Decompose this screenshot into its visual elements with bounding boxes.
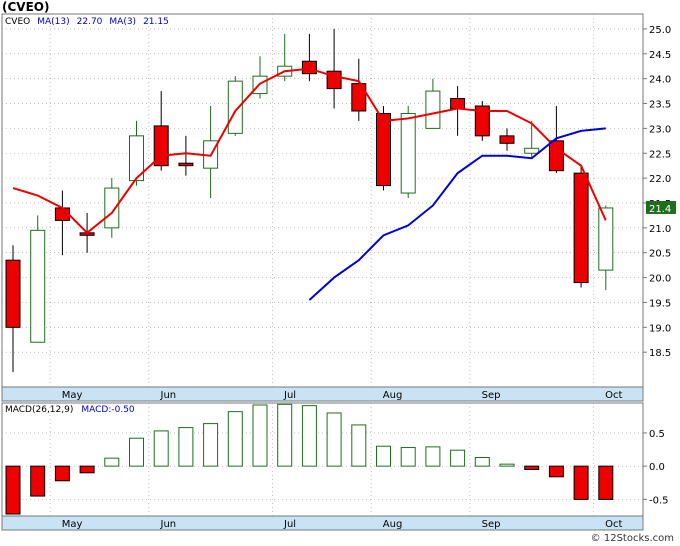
candle-down <box>499 135 515 144</box>
macd-bar-negative <box>79 465 95 474</box>
candle-down <box>5 259 21 328</box>
macd-bar-positive <box>326 412 342 467</box>
candle-down <box>573 172 589 284</box>
price-legend-label: MA(3) <box>109 17 136 27</box>
price-tick-label: 25.0 <box>649 25 671 36</box>
candle-down <box>301 60 317 75</box>
macd-month-label: Jun <box>160 519 177 530</box>
macd-month-label: Oct <box>605 519 622 530</box>
macd-bar-negative <box>598 465 614 500</box>
price-tick-label: 24.5 <box>649 50 671 61</box>
macd-bar-negative <box>548 465 564 478</box>
price-legend-label: 21.15 <box>143 17 169 27</box>
price-legend-label: MA(13) <box>37 17 69 27</box>
macd-bar-positive <box>153 430 169 467</box>
macd-bar-negative <box>5 465 21 515</box>
macd-bar-positive <box>400 447 416 467</box>
macd-bar-positive <box>252 404 268 467</box>
macd-tick-label: 0.5 <box>649 429 665 440</box>
candle-down <box>178 162 194 167</box>
candle-up <box>425 90 441 129</box>
ma13-line <box>308 127 606 301</box>
candle-down <box>351 83 367 112</box>
last-price-box <box>646 200 676 214</box>
candle-down <box>474 105 490 137</box>
macd-bar-positive <box>203 423 219 467</box>
macd-bar-positive <box>277 403 293 467</box>
macd-bar-positive <box>227 411 243 467</box>
macd-bar-positive <box>450 449 466 467</box>
price-tick-label: 18.5 <box>649 348 671 359</box>
candle-up <box>104 187 120 229</box>
price-tick-label: 22.5 <box>649 149 671 160</box>
candle-down <box>450 98 466 109</box>
macd-month-label: May <box>62 519 83 530</box>
macd-month-label: Sep <box>482 519 501 530</box>
macd-month-axis <box>1 515 644 531</box>
macd-month-label: Jul <box>283 519 296 530</box>
macd-legend-label: MACD:-0.50 <box>81 405 135 415</box>
price-tick-label: 20.5 <box>649 249 671 260</box>
macd-bar-negative <box>573 465 589 500</box>
macd-bar-negative <box>524 465 540 470</box>
candle-up <box>400 112 416 194</box>
candle-down <box>376 112 391 187</box>
candle-down <box>548 140 564 172</box>
price-month-label: Jun <box>160 390 177 401</box>
price-tick-label: 21.0 <box>649 224 671 235</box>
price-month-label: Aug <box>383 390 403 401</box>
price-tick-label: 19.0 <box>649 323 671 334</box>
price-panel <box>1 13 644 388</box>
last-price-label: 21.4 <box>649 204 671 215</box>
macd-bar-positive <box>129 437 144 467</box>
candle-up <box>598 207 614 271</box>
candle-up <box>227 80 243 134</box>
price-legend-label: 22.70 <box>77 17 103 27</box>
macd-bar-positive <box>104 457 120 467</box>
price-tick-label: 23.5 <box>649 100 671 111</box>
price-legend-label: CVEO <box>5 17 30 27</box>
candle-up <box>129 135 144 182</box>
macd-month-label: Aug <box>383 519 403 530</box>
candle-up <box>30 229 46 343</box>
price-month-label: Jul <box>283 390 296 401</box>
price-tick-label: 24.0 <box>649 75 671 86</box>
price-tick-label: 20.0 <box>649 274 671 285</box>
ma3-line <box>12 67 607 235</box>
macd-bar-positive <box>301 405 317 467</box>
price-tick-label: 23.0 <box>649 124 671 135</box>
macd-tick-label: 0.0 <box>649 462 665 473</box>
macd-bar-positive <box>351 424 367 467</box>
macd-bar-negative <box>30 465 46 497</box>
price-month-label: May <box>62 390 83 401</box>
macd-bar-positive <box>474 457 490 467</box>
price-tick-label: 22.0 <box>649 174 671 185</box>
site-credit: © 12Stocks.com <box>590 533 674 544</box>
price-month-label: Oct <box>605 390 622 401</box>
macd-bar-positive <box>499 463 515 467</box>
price-month-axis <box>1 386 644 402</box>
macd-panel <box>1 402 644 517</box>
macd-bar-positive <box>178 427 194 467</box>
macd-bar-positive <box>376 445 391 467</box>
price-month-label: Sep <box>482 390 501 401</box>
candle-up <box>524 147 540 154</box>
macd-tick-label: -0.5 <box>649 495 669 506</box>
chart-title: (CVEO) <box>2 0 49 14</box>
price-tick-label: 19.5 <box>649 298 671 309</box>
macd-legend-label: MACD(26,12,9) <box>5 405 73 415</box>
macd-bar-positive <box>425 446 441 467</box>
macd-bar-negative <box>54 465 70 482</box>
